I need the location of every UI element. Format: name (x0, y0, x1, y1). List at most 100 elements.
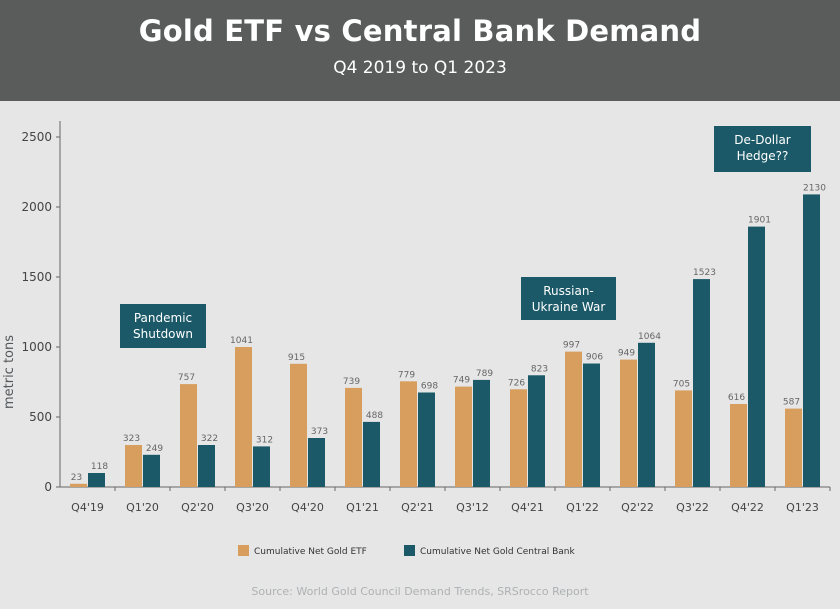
chart-axes: 0 500 1000 1500 2000 2500 metric tons Q4'19 Q1'2… (2, 121, 831, 514)
etf-bar (70, 483, 87, 487)
central-bank-bar (363, 421, 380, 487)
central-bank-data-label: 488 (366, 411, 383, 421)
central-bank-data-label: 2130 (803, 183, 826, 193)
annotation-box (120, 304, 206, 348)
x-tick-label: Q2'21 (401, 501, 434, 514)
etf-data-label: 323 (123, 434, 140, 444)
x-tick-label: Q4'20 (291, 501, 324, 514)
central-bank-data-label: 312 (256, 435, 273, 445)
etf-bar (400, 381, 417, 487)
etf-bar (125, 445, 142, 487)
annotation-text: Shutdown (133, 327, 193, 341)
etf-bar (345, 387, 362, 487)
central-bank-data-label: 1523 (693, 268, 716, 278)
central-bank-bar (253, 446, 270, 487)
etf-bar (510, 389, 527, 487)
x-tick-label: Q3'22 (676, 501, 709, 514)
etf-data-label: 997 (563, 341, 580, 351)
annotation-box (521, 277, 616, 320)
x-tick-label: Q1'22 (566, 501, 599, 514)
central-bank-bar (143, 454, 160, 487)
etf-data-label: 23 (71, 473, 82, 483)
etf-data-label: 949 (618, 349, 635, 359)
x-tick-label: Q2'22 (621, 501, 654, 514)
etf-bar (180, 384, 197, 487)
chart-legend: Cumulative Net Gold ETF Cumulative Net Go… (238, 545, 575, 557)
central-bank-data-label: 789 (476, 369, 493, 379)
chart-bars (70, 194, 820, 487)
x-tick-label: Q2'20 (181, 501, 214, 514)
chart-subtitle: Q4 2019 to Q1 2023 (333, 58, 507, 78)
legend-label-central-bank: Cumulative Net Gold Central Bank (420, 547, 575, 557)
central-bank-data-label: 118 (91, 462, 108, 472)
central-bank-bar (88, 473, 105, 487)
etf-bar (620, 359, 637, 487)
central-bank-bar (418, 392, 435, 487)
etf-data-label: 726 (508, 378, 525, 388)
y-tick-label: 500 (29, 410, 52, 424)
etf-data-label: 705 (673, 379, 690, 389)
etf-data-label: 616 (728, 393, 745, 403)
central-bank-bar (308, 438, 325, 487)
x-tick-label: Q4'19 (71, 501, 104, 514)
chart-data-labels: 23 118 323 249 757 322 1041 312 915 373 739 488 779 6… (71, 183, 826, 482)
central-bank-data-label: 322 (201, 434, 218, 444)
annotation-box (714, 126, 811, 172)
y-axis-label: metric tons (2, 335, 17, 409)
central-bank-bar (638, 342, 655, 487)
legend-swatch-central-bank (404, 545, 415, 556)
etf-bar (290, 363, 307, 487)
x-tick-label: Q4'21 (511, 501, 544, 514)
etf-bar (235, 347, 252, 487)
y-tick-label: 2000 (21, 200, 52, 214)
central-bank-bar (803, 194, 820, 487)
chart-header: Gold ETF vs Central Bank Demand Q4 2019 … (0, 0, 840, 101)
legend-label-etf: Cumulative Net Gold ETF (254, 547, 367, 557)
central-bank-data-label: 823 (531, 364, 548, 374)
annotation-text: De-Dollar (734, 133, 791, 147)
central-bank-bar (528, 375, 545, 487)
x-tick-label: Q4'22 (731, 501, 764, 514)
y-tick-label: 2500 (21, 130, 52, 144)
y-tick-label: 1500 (21, 270, 52, 284)
x-tick-label: Q1'20 (126, 501, 159, 514)
x-tick-label: Q1'23 (786, 501, 819, 514)
x-tick-label: Q1'21 (346, 501, 379, 514)
central-bank-data-label: 249 (146, 444, 163, 454)
etf-data-label: 587 (783, 398, 800, 408)
central-bank-data-label: 1901 (748, 216, 771, 226)
source-note: Source: World Gold Council Demand Trends… (251, 585, 589, 598)
etf-data-label: 739 (343, 377, 360, 387)
central-bank-data-label: 373 (311, 427, 328, 437)
central-bank-bar (198, 445, 215, 487)
etf-data-label: 1041 (230, 336, 253, 346)
central-bank-bar (473, 379, 490, 487)
y-tick-label: 0 (44, 480, 52, 494)
annotation-text: Pandemic (134, 311, 192, 325)
central-bank-bar (583, 363, 600, 487)
central-bank-data-label: 1064 (638, 332, 661, 342)
etf-data-label: 915 (288, 353, 305, 363)
central-bank-bar (748, 226, 765, 487)
etf-data-label: 779 (398, 370, 415, 380)
legend-swatch-etf (238, 545, 249, 556)
etf-bar (565, 351, 582, 487)
etf-bar (785, 408, 802, 487)
central-bank-data-label: 906 (586, 353, 603, 363)
x-tick-label: Q3'12 (456, 501, 489, 514)
etf-bar (675, 390, 692, 487)
bar-chart: 0 500 1000 1500 2000 2500 metric tons Q4'19 Q1'2… (2, 121, 831, 557)
etf-bar (455, 386, 472, 487)
annotation-text: Russian- (543, 284, 594, 298)
etf-data-label: 749 (453, 376, 470, 386)
chart-annotations: Pandemic Shutdown Russian- Ukraine War De-Do… (120, 126, 811, 348)
chart-title: Gold ETF vs Central Bank Demand (138, 14, 702, 48)
y-tick-label: 1000 (21, 340, 52, 354)
etf-data-label: 757 (178, 373, 195, 383)
annotation-text: Hedge?? (737, 149, 789, 163)
central-bank-data-label: 698 (421, 382, 438, 392)
annotation-text: Ukraine War (532, 300, 606, 314)
x-tick-label: Q3'20 (236, 501, 269, 514)
central-bank-bar (693, 279, 710, 487)
